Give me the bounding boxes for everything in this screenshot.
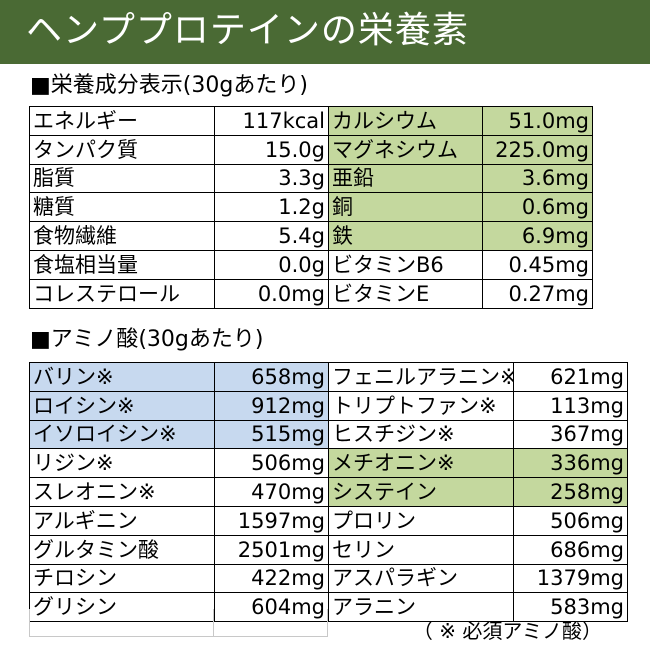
amino-section-title: ■アミノ酸(30gあたり) [30, 327, 264, 352]
nutrient-value: 0.45mg [482, 249, 593, 280]
nutrient-value: 367mg [513, 419, 628, 450]
amino-row: リジン※ 506mg メチオニン※ 336mg [29, 448, 628, 479]
nutrient-name: システイン [328, 477, 514, 507]
nutrient-name: ヒスチジン※ [328, 419, 514, 450]
nutrient-name: メチオニン※ [328, 448, 514, 479]
amino-row: チロシン 422mg アスパラギン 1379mg [29, 563, 628, 594]
nutrient-name: プロリン [328, 505, 514, 536]
nutrient-name: 食物繊維 [29, 221, 215, 251]
nutrient-name: 鉄 [328, 221, 483, 251]
nutrient-name: ビタミンE [328, 278, 483, 309]
nutrient-name: 亜鉛 [328, 163, 483, 194]
nutrient-value: 686mg [513, 534, 628, 565]
amino-row: バリン※ 658mg フェニルアラニン※ 621mg [29, 362, 628, 392]
nutrient-name: チロシン [29, 563, 215, 594]
nutrient-name: バリン※ [29, 362, 215, 392]
nutrient-value: 1.2g [214, 192, 329, 223]
nutrition-row: 食塩相当量 0.0g ビタミンB6 0.45mg [29, 249, 593, 280]
nutrition-row: 糖質 1.2g 銅 0.6mg [29, 192, 593, 223]
nutrient-name: アルギニン [29, 505, 215, 536]
nutrient-name: 銅 [328, 192, 483, 223]
nutrient-value: 113mg [513, 390, 628, 421]
nutrient-name: ビタミンB6 [328, 249, 483, 280]
nutrition-section-title: ■栄養成分表示(30gあたり) [30, 73, 308, 98]
nutrient-name: グルタミン酸 [29, 534, 215, 565]
nutrient-value: 0.27mg [482, 278, 593, 309]
nutrient-value: 515mg [214, 419, 329, 450]
nutrient-name: エネルギー [29, 106, 215, 136]
nutrient-value: 51.0mg [482, 106, 593, 136]
amino-acid-table: バリン※ 658mg フェニルアラニン※ 621mg ロイシン※ 912mg トリプトファン… [29, 362, 628, 623]
empty-table-row [29, 609, 328, 637]
nutrient-name: リジン※ [29, 448, 215, 479]
nutrient-value: 506mg [214, 448, 329, 479]
nutrient-name: カルシウム [328, 106, 483, 136]
nutrient-name: イソロイシン※ [29, 419, 215, 450]
nutrient-name: アラニン [328, 592, 514, 623]
amino-row: グリシン 604mg アラニン 583mg [29, 592, 628, 623]
nutrient-value: 5.4g [214, 221, 329, 251]
nutrient-value: 658mg [214, 362, 329, 392]
nutrient-value: 621mg [513, 362, 628, 392]
essential-amino-footnote: （ ※ 必須アミノ酸） [412, 619, 602, 643]
nutrient-name: ロイシン※ [29, 390, 215, 421]
nutrient-value: 15.0g [214, 134, 329, 165]
nutrient-name: 糖質 [29, 192, 215, 223]
amino-row: イソロイシン※ 515mg ヒスチジン※ 367mg [29, 419, 628, 450]
nutrient-value: 583mg [513, 592, 628, 623]
amino-row: グルタミン酸 2501mg セリン 686mg [29, 534, 628, 565]
page-title: ヘンププロテインの栄養素 [26, 10, 469, 51]
nutrition-row: エネルギー 117kcal カルシウム 51.0mg [29, 106, 593, 136]
nutrient-value: 470mg [214, 477, 329, 507]
amino-row: スレオニン※ 470mg システイン 258mg [29, 477, 628, 507]
nutrient-value: 258mg [513, 477, 628, 507]
nutrient-value: 117kcal [214, 106, 329, 136]
nutrition-row: 食物繊維 5.4g 鉄 6.9mg [29, 221, 593, 251]
nutrient-value: 506mg [513, 505, 628, 536]
nutrient-value: 1597mg [214, 505, 329, 536]
nutrient-name: タンパク質 [29, 134, 215, 165]
nutrient-value: 912mg [214, 390, 329, 421]
nutrient-name: アスパラギン [328, 563, 514, 594]
nutrition-row: 脂質 3.3g 亜鉛 3.6mg [29, 163, 593, 194]
amino-row: アルギニン 1597mg プロリン 506mg [29, 505, 628, 536]
nutrient-name: スレオニン※ [29, 477, 215, 507]
nutrient-value: 225.0mg [482, 134, 593, 165]
nutrient-value: 3.6mg [482, 163, 593, 194]
nutrient-value: 0.0mg [214, 278, 329, 309]
nutrient-value: 3.3g [214, 163, 329, 194]
nutrition-row: コレステロール 0.0mg ビタミンE 0.27mg [29, 278, 593, 309]
nutrition-table: エネルギー 117kcal カルシウム 51.0mg タンパク質 15.0g マグネシウム 2… [29, 106, 593, 309]
nutrient-name: コレステロール [29, 278, 215, 309]
nutrient-value: 422mg [214, 563, 329, 594]
nutrient-value: 0.6mg [482, 192, 593, 223]
nutrient-value: 1379mg [513, 563, 628, 594]
nutrient-value: 0.0g [214, 249, 329, 280]
nutrient-value: 336mg [513, 448, 628, 479]
header-banner: ヘンププロテインの栄養素 [0, 0, 650, 64]
nutrient-name: 食塩相当量 [29, 249, 215, 280]
nutrient-value: 6.9mg [482, 221, 593, 251]
nutrient-value: 2501mg [214, 534, 329, 565]
nutrition-row: タンパク質 15.0g マグネシウム 225.0mg [29, 134, 593, 165]
nutrient-name: フェニルアラニン※ [328, 362, 514, 392]
nutrient-name: セリン [328, 534, 514, 565]
nutrient-value: 604mg [214, 592, 329, 623]
nutrient-name: トリプトファン※ [328, 390, 514, 421]
nutrient-name: マグネシウム [328, 134, 483, 165]
nutrient-name: グリシン [29, 592, 215, 623]
nutrient-name: 脂質 [29, 163, 215, 194]
amino-row: ロイシン※ 912mg トリプトファン※ 113mg [29, 390, 628, 421]
